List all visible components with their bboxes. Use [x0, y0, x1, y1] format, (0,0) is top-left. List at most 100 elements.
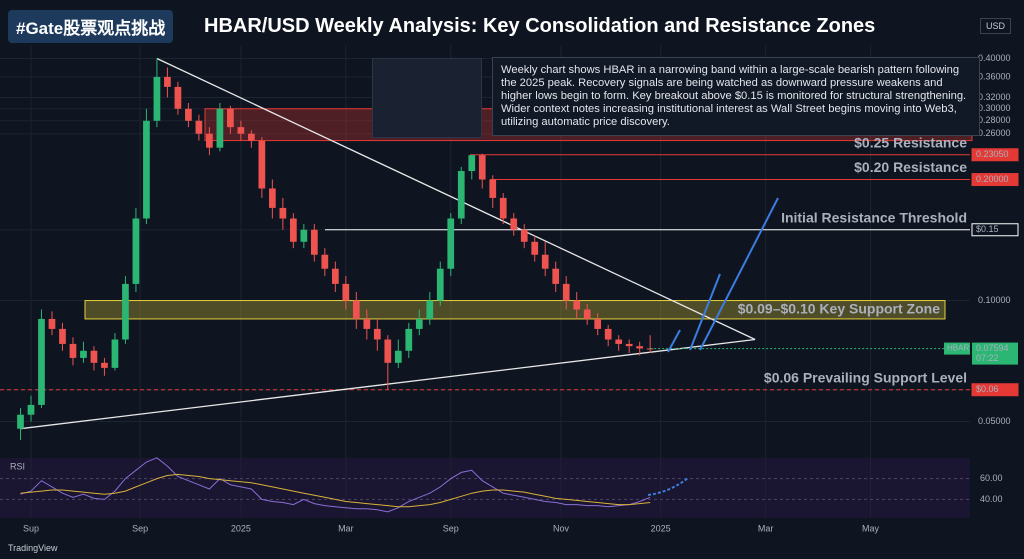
candle-body [269, 188, 276, 208]
candle-body [646, 348, 654, 350]
level-tag: $0.15 [976, 224, 999, 234]
candle-body [248, 133, 255, 141]
note: Weekly chart shows HBAR in a narrowing b… [492, 57, 980, 136]
candle-body [342, 283, 350, 301]
level-tag-box [971, 148, 1019, 162]
candle-body [38, 318, 45, 405]
x-tick-label: Mar [338, 523, 354, 533]
candle-body [143, 120, 150, 219]
candle-body [80, 350, 87, 358]
arrow [699, 197, 779, 351]
candle-body [478, 155, 486, 180]
candle-body [27, 404, 35, 415]
candle-body [625, 343, 633, 347]
candle-body [384, 339, 392, 363]
rsi-tick-label: 40.00 [980, 494, 1003, 504]
x-tick-label: 2025 [231, 523, 251, 533]
projection-arrows [647, 197, 779, 496]
candle-body [310, 229, 318, 255]
y-tick-label: 0.05000 [978, 416, 1011, 426]
candle-body [331, 268, 339, 284]
candle-body [195, 120, 203, 134]
candle-body [363, 318, 371, 329]
candle-body [436, 268, 444, 301]
arrow [647, 477, 689, 496]
x-tick-label: Mar [758, 523, 774, 533]
candle-body [174, 86, 182, 109]
candle-body [447, 218, 455, 269]
candle-body [583, 309, 591, 319]
candle-body [499, 197, 507, 219]
candle-body [17, 414, 24, 429]
y-tick-label: 0.36000 [978, 71, 1011, 81]
price-tag-box [972, 342, 1018, 365]
level-tag-box [971, 383, 1019, 397]
candle-body [101, 362, 108, 368]
candle-body [394, 350, 402, 363]
level-tag: 0.23050 [976, 149, 1009, 159]
level-tag-box [971, 173, 1019, 187]
candle-body [289, 218, 297, 242]
candle-body [615, 339, 623, 344]
candle-body [237, 127, 245, 134]
candle-body [69, 343, 77, 358]
rsi-label: RSI [10, 461, 25, 471]
x-tick-label: 2025 [651, 523, 671, 533]
x-tick-label: Nov [553, 523, 570, 533]
candle-body [258, 140, 266, 189]
y-tick-label: 0.10000 [978, 295, 1011, 305]
rsi-ma-line [20, 473, 651, 508]
candle-body [185, 108, 192, 121]
level-label: $0.06 Prevailing Support Level [764, 369, 967, 385]
symbol-tag: HBAR [947, 344, 969, 353]
rsi-panel [0, 458, 970, 518]
level-label: $0.25 Resistance [854, 134, 967, 150]
trendline [156, 57, 756, 341]
candle-body [59, 328, 66, 344]
x-tick-label: Sup [23, 523, 39, 533]
arrow [667, 329, 681, 353]
candle-body [426, 300, 434, 319]
candle-body [206, 133, 213, 148]
x-tick-label: May [862, 523, 880, 533]
currency: USD [980, 18, 1012, 34]
candle-body [279, 207, 287, 219]
candle-body [321, 254, 329, 269]
candle-body [227, 108, 234, 128]
zone-label: $0.09–$0.10 Key Support Zone [738, 300, 941, 316]
candle-body [468, 155, 476, 172]
candle-body [604, 328, 612, 340]
rsi-line [20, 457, 651, 513]
candle-body [541, 254, 549, 269]
candle-body [552, 268, 560, 284]
level-label: $0.20 Resistance [854, 159, 967, 175]
symbol-tag-box [944, 342, 970, 355]
candle-body [520, 229, 528, 242]
rsi-tick-label: 60.00 [980, 473, 1003, 483]
level-tag: $0.06 [976, 384, 999, 394]
candle-body [573, 300, 581, 310]
countdown: 07:22 [976, 353, 999, 363]
candle-body [352, 300, 360, 319]
candle-body [594, 318, 602, 329]
candle-body [457, 171, 465, 219]
candle-body [531, 241, 539, 255]
zone [84, 300, 946, 320]
x-tick-label: Sep [443, 523, 459, 533]
candle-body [90, 350, 98, 363]
badge: #Gate股票观点挑战 [8, 10, 174, 43]
candle-body [562, 283, 570, 301]
candle-body [510, 218, 518, 230]
level-tag-box [971, 223, 1019, 237]
candle-body [216, 108, 224, 148]
candle-body [489, 179, 497, 198]
candle-body [415, 318, 423, 329]
candle-body [164, 76, 171, 87]
y-tick-label: 0.26000 [978, 128, 1011, 138]
y-tick-label: 0.30000 [978, 103, 1011, 113]
arrow [689, 273, 721, 351]
title: HBAR/USD Weekly Analysis: Key Consolidat… [204, 15, 876, 37]
x-tick-label: Sep [132, 523, 148, 533]
y-tick-label: 0.32000 [978, 92, 1011, 102]
